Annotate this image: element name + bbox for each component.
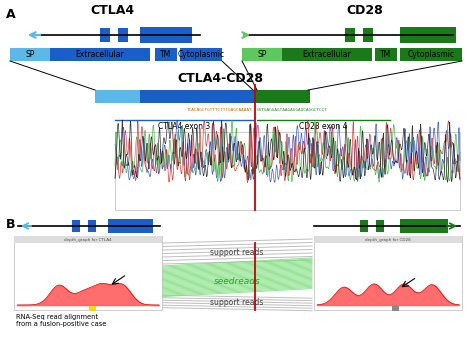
Text: TM: TM bbox=[160, 50, 172, 59]
Text: Cytoplasmic: Cytoplasmic bbox=[408, 50, 455, 59]
Bar bbox=[314, 236, 462, 310]
Text: support reads: support reads bbox=[210, 248, 264, 257]
Text: CTLA4: CTLA4 bbox=[90, 4, 134, 17]
Text: Extracellular: Extracellular bbox=[302, 50, 351, 59]
Text: B: B bbox=[6, 218, 16, 231]
Bar bbox=[140, 90, 255, 103]
Bar bbox=[360, 220, 368, 232]
Text: depth_graph for CD28: depth_graph for CD28 bbox=[365, 237, 411, 242]
Text: SP: SP bbox=[257, 50, 267, 59]
Text: Cytoplasmic: Cytoplasmic bbox=[177, 50, 225, 59]
Bar bbox=[282, 48, 372, 61]
Bar bbox=[375, 48, 397, 61]
Bar bbox=[14, 236, 162, 243]
Text: seedreads: seedreads bbox=[214, 277, 260, 286]
Bar bbox=[363, 28, 373, 42]
Bar bbox=[10, 48, 50, 61]
Text: RNA-Seq read alignment
from a fusion-positive case: RNA-Seq read alignment from a fusion-pos… bbox=[16, 314, 106, 327]
Bar bbox=[140, 27, 192, 43]
Text: CTLA4-CD28: CTLA4-CD28 bbox=[177, 72, 263, 85]
Bar bbox=[180, 48, 222, 61]
Text: Extracellular: Extracellular bbox=[76, 50, 124, 59]
Text: CTLA4 exon 3: CTLA4 exon 3 bbox=[158, 122, 210, 131]
Bar bbox=[95, 90, 175, 103]
Bar bbox=[376, 220, 384, 232]
Text: CD28: CD28 bbox=[346, 4, 383, 17]
Bar bbox=[314, 236, 462, 243]
Bar bbox=[50, 48, 150, 61]
Text: SP: SP bbox=[25, 50, 35, 59]
Bar bbox=[345, 28, 355, 42]
Text: GGTGAGGAGTAAGAGGAGCAGGCTCCT: GGTGAGGAGTAAGAGGAGCAGGCTCCT bbox=[257, 108, 328, 112]
Bar bbox=[400, 48, 462, 61]
Bar bbox=[155, 48, 177, 61]
Text: support reads: support reads bbox=[210, 298, 264, 307]
Text: CD28 exon 4: CD28 exon 4 bbox=[299, 122, 348, 131]
Text: depth_graph for CTLA4: depth_graph for CTLA4 bbox=[64, 237, 112, 242]
Bar bbox=[392, 306, 399, 311]
Text: A: A bbox=[6, 8, 16, 21]
Bar bbox=[89, 306, 96, 311]
Bar bbox=[400, 219, 448, 233]
Bar bbox=[100, 28, 110, 42]
Bar bbox=[118, 28, 128, 42]
Bar bbox=[400, 27, 456, 43]
Bar bbox=[242, 48, 282, 61]
Text: TCACAGCTGTTTCTTTGAGCAAAAT: TCACAGCTGTTTCTTTGAGCAAAAT bbox=[187, 108, 253, 112]
Bar bbox=[88, 220, 96, 232]
Bar bbox=[72, 220, 80, 232]
Text: TM: TM bbox=[380, 50, 392, 59]
Bar bbox=[14, 236, 162, 310]
Bar bbox=[115, 132, 460, 210]
Bar bbox=[108, 219, 153, 233]
Bar bbox=[255, 90, 310, 103]
